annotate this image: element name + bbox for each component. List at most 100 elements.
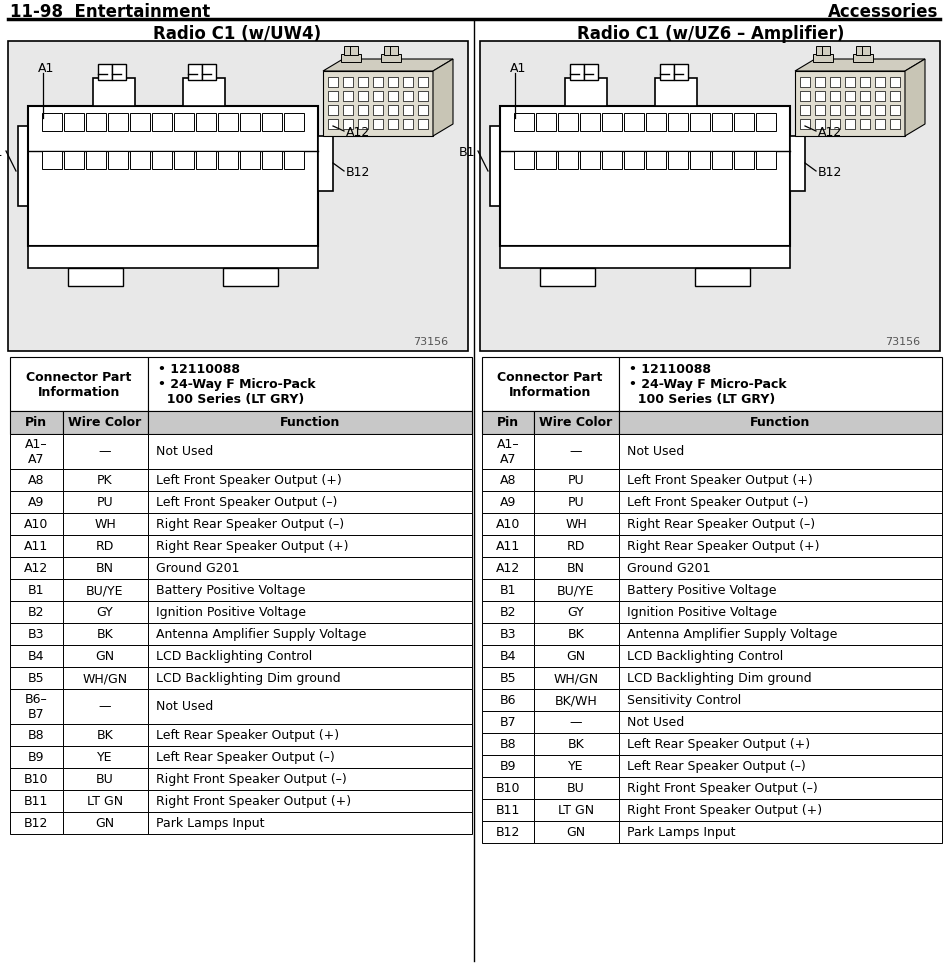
Bar <box>148 645 472 668</box>
Bar <box>534 434 619 470</box>
Bar <box>223 268 278 287</box>
Bar <box>580 152 600 170</box>
Text: WH/GN: WH/GN <box>554 672 598 685</box>
Polygon shape <box>905 60 925 137</box>
Text: GY: GY <box>97 606 114 619</box>
Text: 73156: 73156 <box>413 336 448 347</box>
Bar <box>534 623 619 645</box>
Bar <box>108 114 128 132</box>
Bar <box>690 152 710 170</box>
Bar <box>148 470 472 491</box>
Bar <box>148 434 472 470</box>
Bar <box>148 491 472 514</box>
Bar <box>388 92 398 102</box>
Bar <box>890 92 900 102</box>
Text: A9: A9 <box>500 496 517 509</box>
Bar <box>830 92 840 102</box>
Bar <box>328 120 338 130</box>
Text: Left Rear Speaker Output (+): Left Rear Speaker Output (+) <box>156 729 339 741</box>
Text: A10: A10 <box>24 518 48 531</box>
Bar <box>734 152 754 170</box>
Bar <box>284 152 304 170</box>
Text: Not Used: Not Used <box>627 445 684 458</box>
Text: B11: B11 <box>496 803 520 817</box>
Bar <box>695 268 750 287</box>
Bar <box>343 120 353 130</box>
Text: B12: B12 <box>24 817 48 829</box>
Text: B3: B3 <box>500 628 517 641</box>
Bar <box>660 65 674 81</box>
Text: A10: A10 <box>496 518 520 531</box>
Bar <box>619 645 942 668</box>
Bar <box>10 768 63 790</box>
Bar <box>482 689 534 711</box>
Text: B9: B9 <box>27 751 45 764</box>
Text: B1: B1 <box>459 145 475 158</box>
Bar <box>63 536 148 557</box>
Text: B8: B8 <box>27 729 45 741</box>
Text: A12: A12 <box>24 562 48 575</box>
Text: Right Rear Speaker Output (–): Right Rear Speaker Output (–) <box>156 518 344 531</box>
Bar <box>482 358 619 412</box>
Bar <box>63 470 148 491</box>
Text: GN: GN <box>96 650 115 663</box>
Text: B10: B10 <box>496 782 520 795</box>
Bar <box>490 127 502 206</box>
Bar <box>540 268 595 287</box>
Bar <box>830 78 840 88</box>
Bar <box>890 106 900 116</box>
Text: —: — <box>99 445 111 458</box>
Text: BU: BU <box>567 782 585 795</box>
Text: A11: A11 <box>496 540 520 553</box>
Text: B12: B12 <box>818 166 843 178</box>
Text: —: — <box>99 700 111 713</box>
Bar <box>514 114 534 132</box>
Bar <box>619 623 942 645</box>
Text: PU: PU <box>97 496 114 509</box>
Bar <box>845 92 855 102</box>
Bar <box>373 106 383 116</box>
Text: Ignition Positive Voltage: Ignition Positive Voltage <box>156 606 306 619</box>
Bar <box>418 92 428 102</box>
Text: Right Front Speaker Output (+): Right Front Speaker Output (+) <box>627 803 822 817</box>
Bar <box>570 65 584 81</box>
Text: Left Front Speaker Output (+): Left Front Speaker Output (+) <box>627 474 812 487</box>
Bar <box>534 602 619 623</box>
Bar <box>202 65 216 81</box>
Text: Battery Positive Voltage: Battery Positive Voltage <box>156 584 305 597</box>
Bar <box>534 470 619 491</box>
Text: WH/GN: WH/GN <box>82 672 128 685</box>
Bar <box>534 821 619 843</box>
Bar <box>148 358 472 412</box>
Bar <box>816 47 824 56</box>
Bar <box>196 152 216 170</box>
Bar <box>63 602 148 623</box>
Bar <box>403 78 413 88</box>
Text: A1–
A7: A1– A7 <box>25 438 47 465</box>
Bar <box>418 120 428 130</box>
Bar <box>148 768 472 790</box>
Text: B2: B2 <box>500 606 517 619</box>
Bar <box>63 491 148 514</box>
Text: Park Lamps Input: Park Lamps Input <box>627 826 736 838</box>
Bar <box>42 152 62 170</box>
Text: BN: BN <box>567 562 585 575</box>
Bar <box>188 65 202 81</box>
Bar <box>482 711 534 734</box>
Bar <box>619 689 942 711</box>
Text: Wire Color: Wire Color <box>68 416 141 429</box>
Polygon shape <box>433 60 453 137</box>
Text: LCD Backlighting Dim ground: LCD Backlighting Dim ground <box>627 672 811 685</box>
Bar <box>343 78 353 88</box>
Text: GN: GN <box>567 650 586 663</box>
Bar <box>482 623 534 645</box>
Bar <box>63 724 148 746</box>
Bar <box>358 78 368 88</box>
Bar <box>10 668 63 689</box>
Bar <box>63 812 148 834</box>
Bar <box>875 120 885 130</box>
Bar <box>619 799 942 821</box>
Bar <box>646 152 666 170</box>
Bar <box>830 106 840 116</box>
Bar <box>403 106 413 116</box>
